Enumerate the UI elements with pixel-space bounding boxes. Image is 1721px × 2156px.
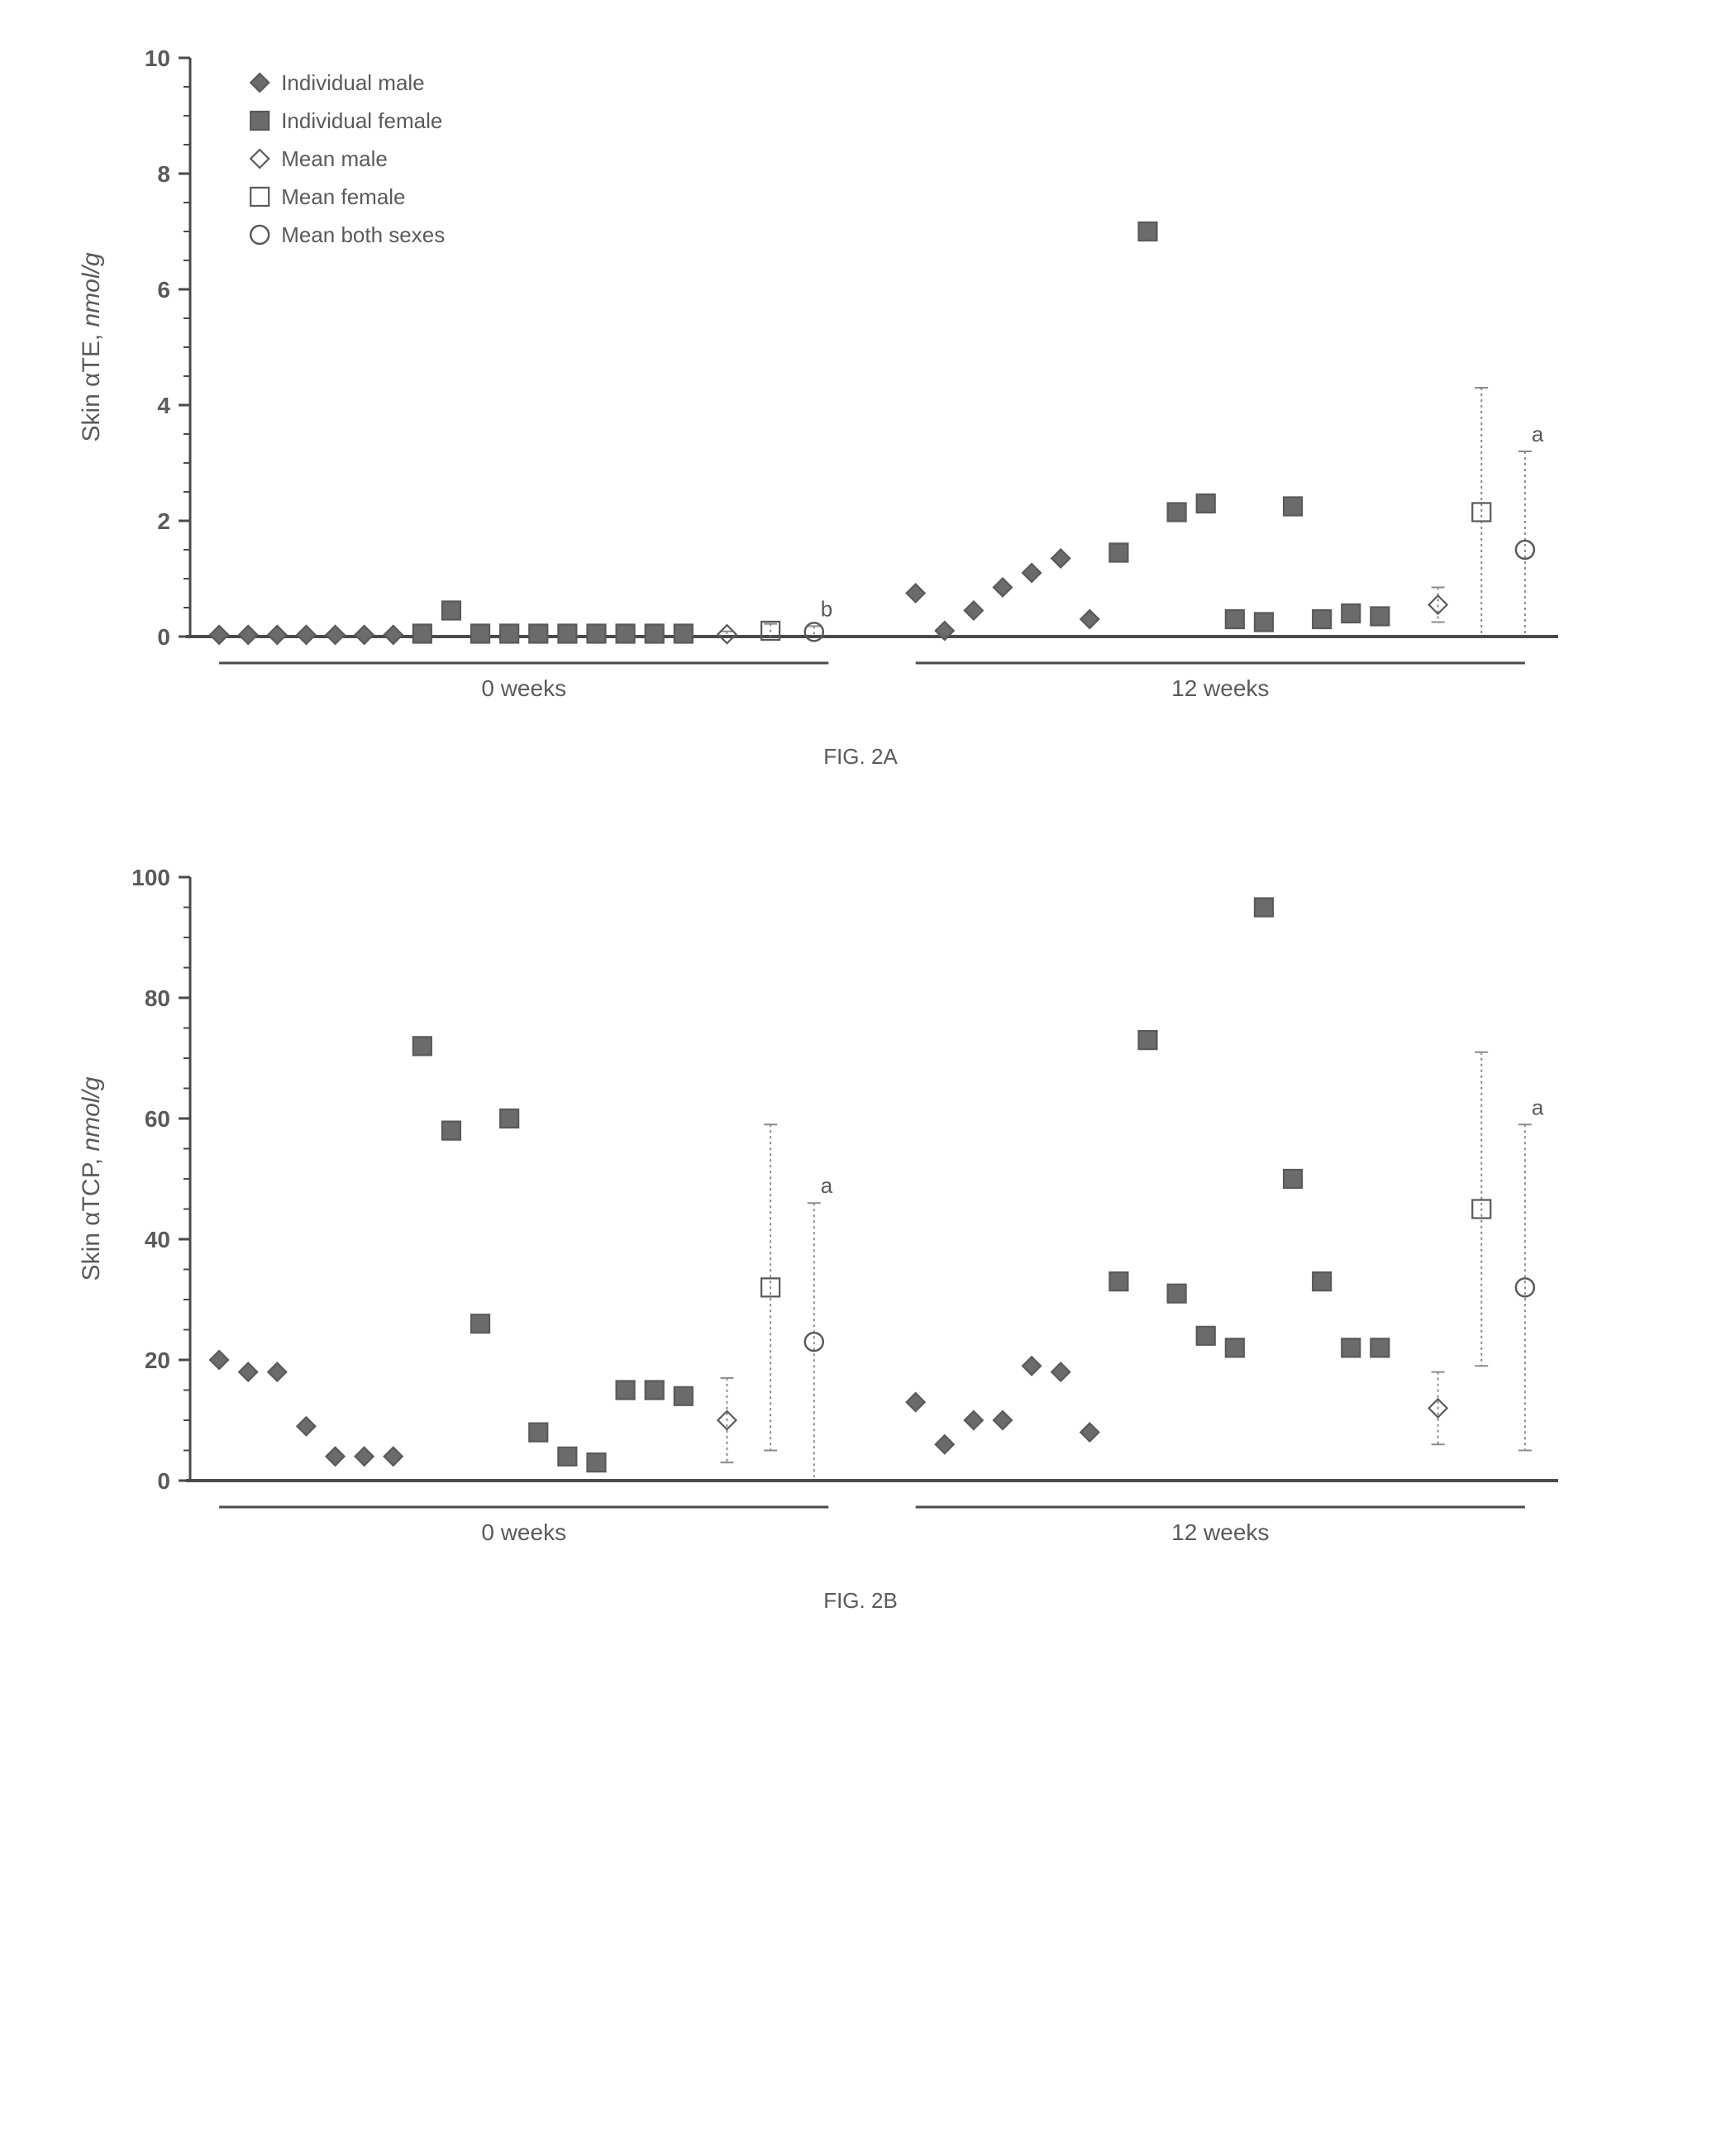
svg-text:Mean both sexes: Mean both sexes <box>281 222 445 247</box>
svg-text:8: 8 <box>157 161 170 187</box>
caption-2b: FIG. 2B <box>50 1588 1671 1614</box>
chart-2a: 0 2 4 6 8 10 Skin αTE, nmol/g 0 weeks 12 weeks b a… <box>50 33 1587 727</box>
svg-text:0: 0 <box>157 1468 170 1494</box>
svg-text:40: 40 <box>145 1227 170 1252</box>
svg-text:0: 0 <box>157 624 170 650</box>
svg-text:12 weeks: 12 weeks <box>1171 1519 1269 1545</box>
svg-text:Skin αTCP, nmol/g: Skin αTCP, nmol/g <box>78 1076 105 1281</box>
svg-text:2: 2 <box>157 508 170 534</box>
svg-text:Mean female: Mean female <box>281 184 405 209</box>
svg-text:Individual female: Individual female <box>281 108 442 133</box>
svg-text:Skin αTE, nmol/g: Skin αTE, nmol/g <box>78 252 105 441</box>
svg-text:0 weeks: 0 weeks <box>481 675 566 701</box>
figure-2a: 0 2 4 6 8 10 Skin αTE, nmol/g 0 weeks 12 weeks b a… <box>50 33 1671 770</box>
svg-text:Individual male: Individual male <box>281 70 424 95</box>
svg-text:b: b <box>821 596 832 621</box>
svg-text:12 weeks: 12 weeks <box>1171 675 1269 701</box>
chart-2b: 0 20 40 60 80 100 Skin αTCP, nmol/g 0 weeks 12 w… <box>50 852 1587 1572</box>
svg-text:20: 20 <box>145 1348 170 1373</box>
svg-text:60: 60 <box>145 1106 170 1132</box>
svg-text:a: a <box>1532 422 1544 446</box>
svg-text:80: 80 <box>145 985 170 1011</box>
svg-text:10: 10 <box>145 45 170 71</box>
svg-text:4: 4 <box>157 393 170 418</box>
svg-text:100: 100 <box>131 865 170 890</box>
svg-text:0 weeks: 0 weeks <box>481 1519 566 1545</box>
svg-text:6: 6 <box>157 277 170 303</box>
svg-text:a: a <box>1532 1095 1544 1119</box>
caption-2a: FIG. 2A <box>50 744 1671 770</box>
svg-text:Mean male: Mean male <box>281 146 388 171</box>
figure-2b: 0 20 40 60 80 100 Skin αTCP, nmol/g 0 weeks 12 w… <box>50 852 1671 1614</box>
svg-text:a: a <box>821 1173 833 1198</box>
